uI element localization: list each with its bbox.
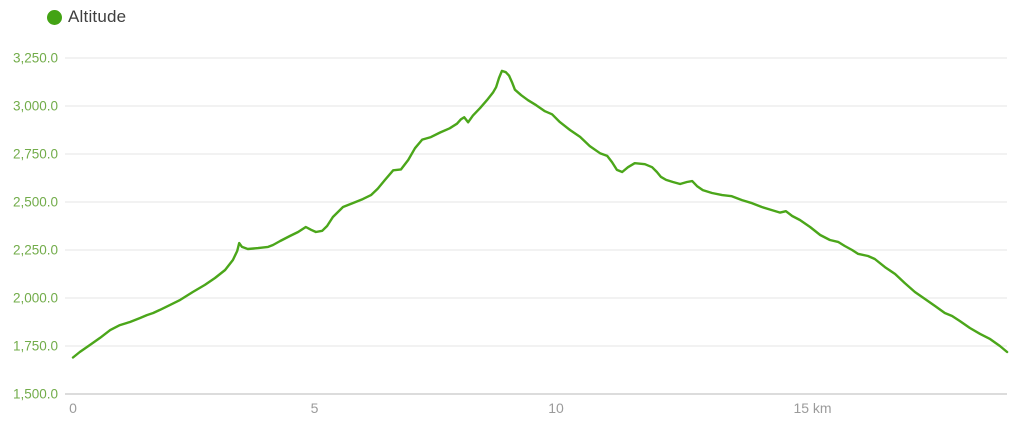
- y-axis-tick-label: 2,500.0: [13, 195, 58, 210]
- legend[interactable]: Altitude: [47, 7, 126, 27]
- y-axis-tick-label: 2,750.0: [13, 147, 58, 162]
- x-axis-tick-label: 5: [311, 400, 319, 416]
- y-axis-tick-label: 2,000.0: [13, 291, 58, 306]
- y-axis-tick-label: 3,250.0: [13, 51, 58, 66]
- x-axis-tick-label: 15 km: [793, 400, 831, 416]
- y-axis-tick-label: 2,250.0: [13, 243, 58, 258]
- legend-label-altitude: Altitude: [68, 7, 127, 26]
- x-axis-tick-label: 0: [69, 400, 77, 416]
- y-axis-tick-label: 1,750.0: [13, 339, 58, 354]
- y-axis-tick-label: 1,500.0: [13, 387, 58, 402]
- x-axis-tick-label: 10: [548, 400, 564, 416]
- altitude-line: [71, 69, 1009, 359]
- altitude-series-marker-icon: [47, 9, 62, 25]
- y-axis-tick-label: 3,000.0: [13, 99, 58, 114]
